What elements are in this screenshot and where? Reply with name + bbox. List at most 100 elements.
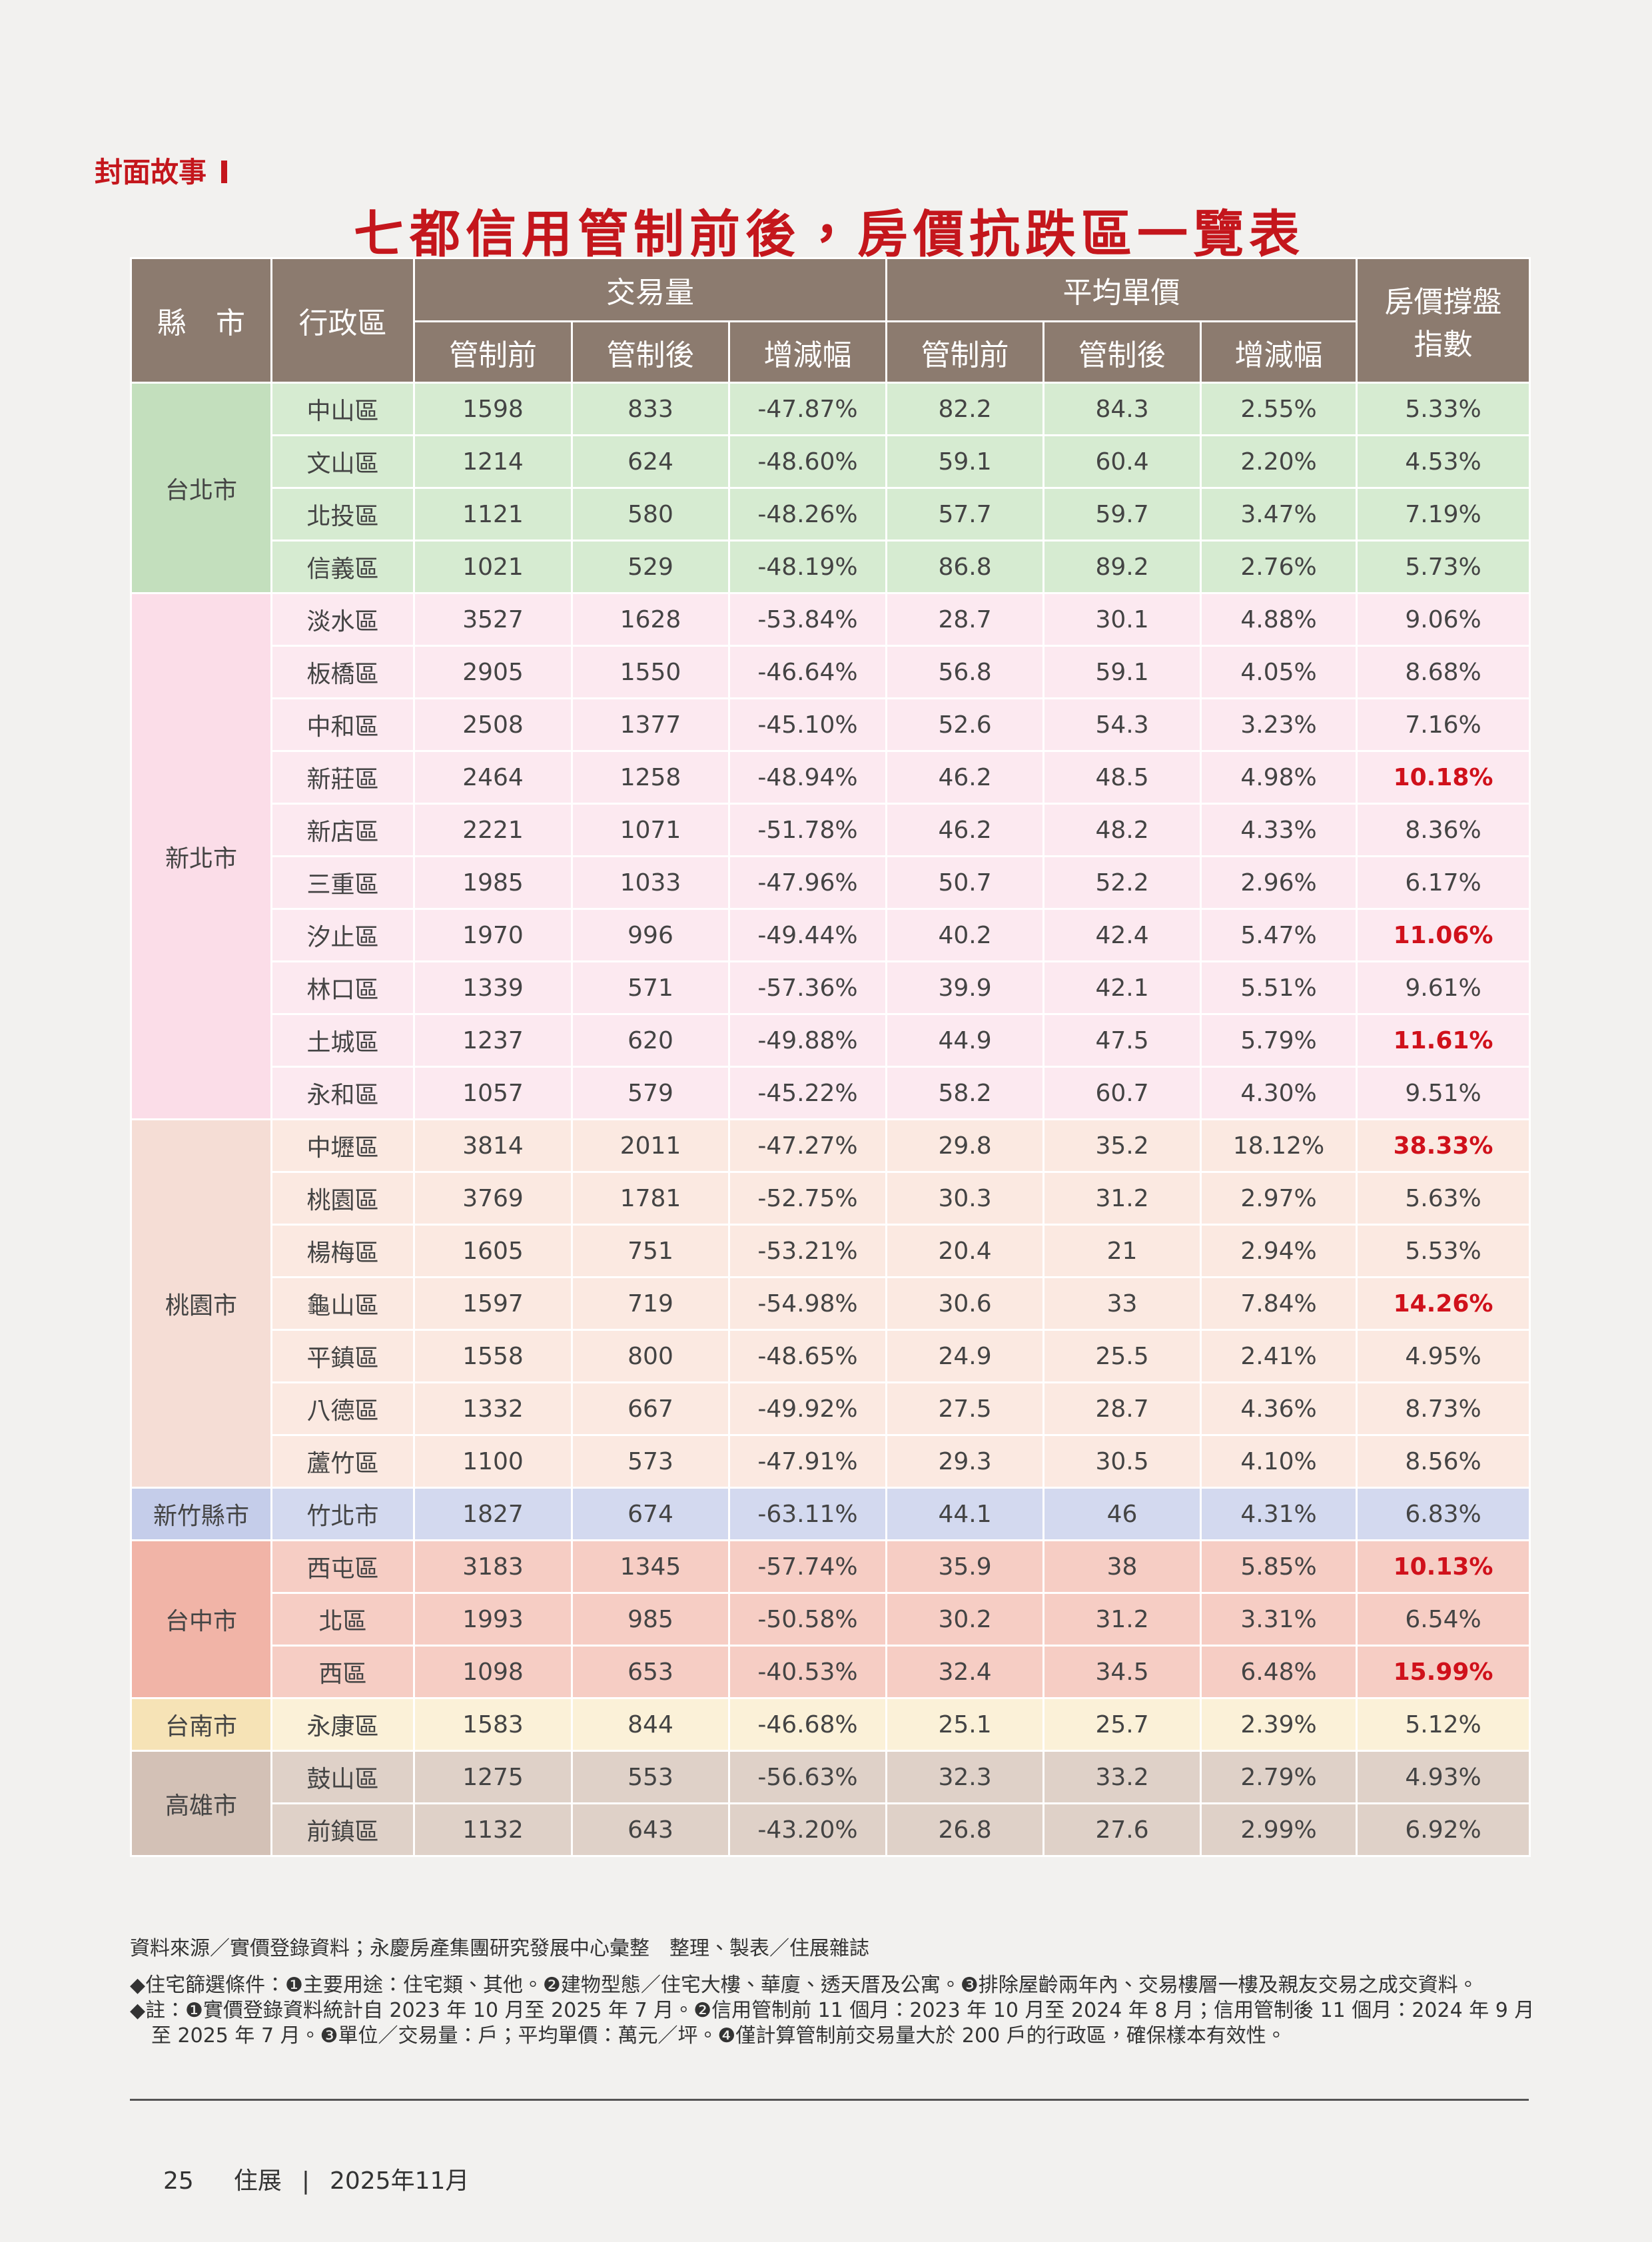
value-cell: 4.33%	[1200, 803, 1358, 857]
value-cell: 33.2	[1042, 1750, 1202, 1804]
table-row: 信義區 1021 529 -48.19% 86.8 89.2 2.76% 5.73%	[131, 540, 1531, 594]
value-cell: 1345	[571, 1539, 730, 1594]
value-cell: 5.47%	[1200, 908, 1358, 962]
value-cell: -46.64%	[727, 645, 888, 699]
value-cell: 3814	[413, 1118, 573, 1173]
value-cell: -63.11%	[727, 1487, 888, 1541]
value-cell: 1332	[413, 1381, 573, 1436]
value-cell: 2.41%	[1200, 1329, 1358, 1383]
district-cell: 鼓山區	[270, 1750, 415, 1804]
value-cell: 571	[571, 960, 730, 1015]
value-cell: 11.06%	[1356, 908, 1531, 962]
value-cell: 25.7	[1042, 1697, 1202, 1752]
separator: |	[301, 2167, 310, 2195]
value-cell: 6.54%	[1356, 1592, 1531, 1647]
city-cell: 桃園市	[130, 1118, 272, 1489]
header-cell: 平均單價	[885, 257, 1358, 322]
value-cell: 28.7	[885, 592, 1045, 647]
value-cell: 2011	[571, 1118, 730, 1173]
value-cell: 674	[571, 1487, 730, 1541]
value-cell: 10.18%	[1356, 750, 1531, 805]
value-cell: 4.05%	[1200, 645, 1358, 699]
footnotes: ◆住宅篩選條件：❶主要用途：住宅類、其他。❷建物型態／住宅大樓、華廈、透天厝及公…	[130, 1973, 1535, 2049]
value-cell: 7.19%	[1356, 487, 1531, 542]
value-cell: -54.98%	[727, 1276, 888, 1331]
district-cell: 中山區	[270, 382, 415, 436]
value-cell: 2.96%	[1200, 855, 1358, 910]
value-cell: 553	[571, 1750, 730, 1804]
district-cell: 中壢區	[270, 1118, 415, 1173]
value-cell: 10.13%	[1356, 1539, 1531, 1594]
value-cell: 11.61%	[1356, 1013, 1531, 1068]
value-cell: 4.88%	[1200, 592, 1358, 647]
value-cell: 4.53%	[1356, 434, 1531, 489]
table-row: 桃園市 中壢區 3814 2011 -47.27% 29.8 35.2 18.12% 38.33…	[130, 1118, 1531, 1489]
district-cell: 三重區	[270, 855, 415, 910]
value-cell: 32.3	[885, 1750, 1045, 1804]
value-cell: 28.7	[1042, 1381, 1202, 1436]
footnote: ◆註：❶實價登錄資料統計自 2023 年 10 月至 2025 年 7 月。❷信…	[130, 1999, 1535, 2048]
value-cell: 3.47%	[1200, 487, 1358, 542]
value-cell: 18.12%	[1200, 1118, 1358, 1173]
value-cell: 44.9	[885, 1013, 1045, 1068]
header-cell: 管制前	[413, 320, 573, 384]
table-row: 台南市 永康區 1583 844 -46.68% 25.1 25.7 2.39% 5.12%	[130, 1697, 1531, 1752]
value-cell: -53.84%	[727, 592, 888, 647]
value-cell: 60.7	[1042, 1066, 1202, 1120]
section-bar	[221, 161, 228, 183]
district-cell: 蘆竹區	[270, 1434, 415, 1489]
value-cell: 529	[571, 540, 730, 594]
value-cell: 5.85%	[1200, 1539, 1358, 1594]
value-cell: 8.68%	[1356, 645, 1531, 699]
value-cell: 6.17%	[1356, 855, 1531, 910]
table-row: 高雄市 鼓山區 1275 553 -56.63% 32.3 33.2 2.79% 4.93%	[130, 1750, 1531, 1857]
value-cell: -46.68%	[727, 1697, 888, 1752]
district-cell: 北區	[270, 1592, 415, 1647]
source-note: 資料來源／實價登錄資料；永慶房產集團研究發展中心彙整 整理、製表／住展雜誌	[130, 1937, 869, 1960]
value-cell: 1993	[413, 1592, 573, 1647]
value-cell: 1057	[413, 1066, 573, 1120]
table-row: 林口區 1339 571 -57.36% 39.9 42.1 5.51% 9.61%	[131, 960, 1531, 1015]
value-cell: 46.2	[885, 750, 1045, 805]
value-cell: 996	[571, 908, 730, 962]
value-cell: 27.5	[885, 1381, 1045, 1436]
value-cell: 29.8	[885, 1118, 1045, 1173]
value-cell: 4.93%	[1356, 1750, 1531, 1804]
value-cell: 844	[571, 1697, 730, 1752]
value-cell: 58.2	[885, 1066, 1045, 1120]
value-cell: 2.20%	[1200, 434, 1358, 489]
city-cell: 新竹縣市	[130, 1487, 272, 1541]
district-cell: 林口區	[270, 960, 415, 1015]
value-cell: -53.21%	[727, 1224, 888, 1278]
section-text: 封面故事	[95, 156, 207, 188]
district-cell: 西區	[270, 1645, 415, 1699]
value-cell: 1071	[571, 803, 730, 857]
value-cell: 2508	[413, 697, 573, 752]
value-cell: -57.36%	[727, 960, 888, 1015]
value-cell: -49.44%	[727, 908, 888, 962]
header-cell: 管制前	[885, 320, 1045, 384]
value-cell: 833	[571, 382, 730, 436]
value-cell: 15.99%	[1356, 1645, 1531, 1699]
value-cell: -40.53%	[727, 1645, 888, 1699]
value-cell: -52.75%	[727, 1171, 888, 1226]
value-cell: 1237	[413, 1013, 573, 1068]
city-cell: 高雄市	[130, 1750, 272, 1857]
district-cell: 文山區	[270, 434, 415, 489]
table-row: 北投區 1121 580 -48.26% 57.7 59.7 3.47% 7.19%	[131, 487, 1531, 542]
value-cell: 38.33%	[1356, 1118, 1531, 1173]
value-cell: 1597	[413, 1276, 573, 1331]
value-cell: 14.26%	[1356, 1276, 1531, 1331]
table-row: 新北市 淡水區 3527 1628 -53.84% 28.7 30.1 4.88% 9.06%	[130, 592, 1531, 1120]
value-cell: -47.87%	[727, 382, 888, 436]
value-cell: -51.78%	[727, 803, 888, 857]
value-cell: -45.10%	[727, 697, 888, 752]
value-cell: 667	[571, 1381, 730, 1436]
value-cell: 24.9	[885, 1329, 1045, 1383]
district-cell: 汐止區	[270, 908, 415, 962]
value-cell: 32.4	[885, 1645, 1045, 1699]
value-cell: -48.60%	[727, 434, 888, 489]
value-cell: 573	[571, 1434, 730, 1489]
value-cell: 2.94%	[1200, 1224, 1358, 1278]
